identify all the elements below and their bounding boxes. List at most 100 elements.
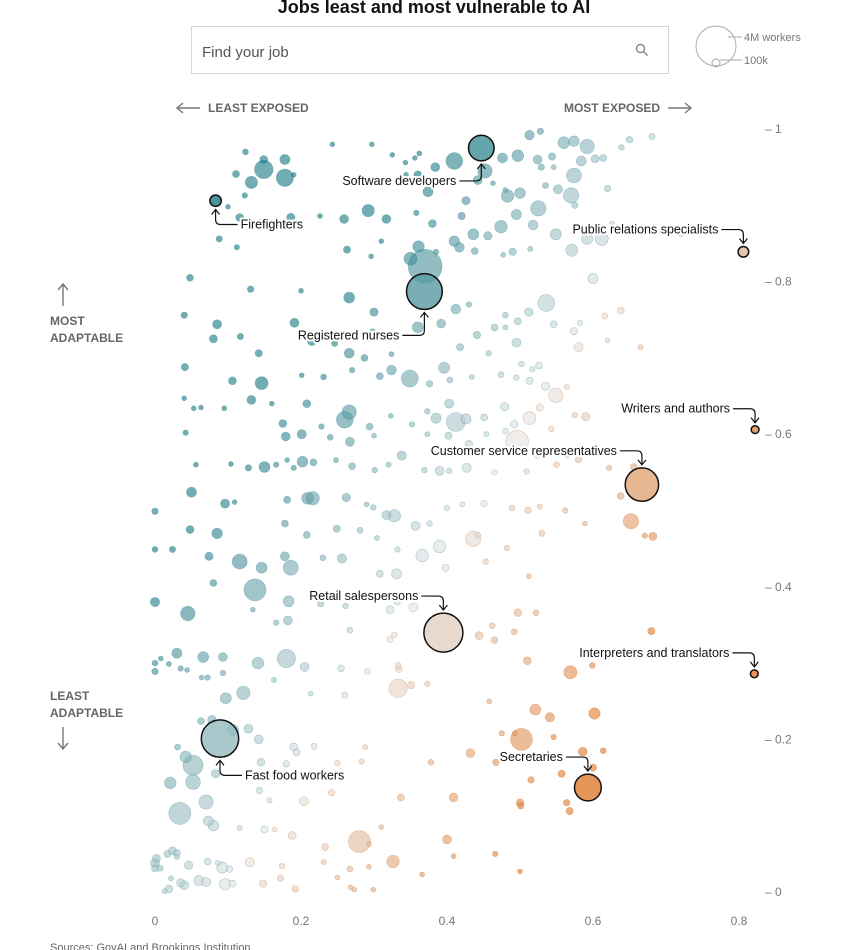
job-bubble[interactable] — [518, 360, 525, 368]
job-bubble[interactable] — [198, 404, 204, 411]
job-bubble[interactable] — [599, 747, 607, 755]
search-icon[interactable] — [635, 43, 649, 57]
job-bubble[interactable] — [637, 344, 644, 351]
job-bubble[interactable] — [448, 792, 459, 803]
job-bubble[interactable] — [373, 535, 380, 541]
job-bubble[interactable] — [385, 461, 392, 468]
job-bubble[interactable] — [182, 429, 189, 436]
job-bubble[interactable] — [403, 251, 418, 266]
job-bubble[interactable] — [260, 825, 269, 834]
job-bubble[interactable] — [292, 748, 301, 757]
job-bubble[interactable] — [368, 253, 374, 260]
job-bubble[interactable] — [582, 520, 588, 527]
job-bubble[interactable] — [525, 573, 532, 579]
job-bubble[interactable] — [164, 776, 177, 790]
job-bubble[interactable] — [524, 506, 532, 515]
job-bubble[interactable] — [503, 544, 511, 552]
job-bubble[interactable] — [368, 328, 377, 336]
job-bubble[interactable] — [284, 457, 290, 463]
job-bubble[interactable] — [370, 886, 377, 893]
job-bubble[interactable] — [271, 677, 277, 683]
job-bubble[interactable] — [151, 667, 159, 676]
job-bubble[interactable] — [218, 652, 228, 662]
job-bubble[interactable] — [498, 730, 505, 737]
job-bubble[interactable] — [318, 423, 325, 430]
job-bubble[interactable] — [575, 155, 587, 167]
job-bubble[interactable] — [513, 608, 522, 617]
job-bubble[interactable] — [276, 649, 296, 668]
job-bubble[interactable] — [296, 456, 309, 468]
job-bubble[interactable] — [244, 175, 258, 189]
job-bubble[interactable] — [219, 669, 226, 677]
job-bubble[interactable] — [203, 815, 214, 827]
job-bubble[interactable] — [524, 307, 534, 317]
job-bubble[interactable] — [204, 674, 211, 681]
job-bubble[interactable] — [578, 450, 585, 457]
job-bubble[interactable] — [150, 597, 161, 608]
job-bubble[interactable] — [433, 539, 447, 554]
job-bubble[interactable] — [402, 159, 409, 166]
job-bubble[interactable] — [255, 786, 264, 795]
job-bubble[interactable] — [397, 793, 405, 802]
job-bubble[interactable] — [577, 319, 583, 326]
job-bubble[interactable] — [360, 354, 369, 362]
job-bubble[interactable] — [400, 369, 419, 388]
job-bubble[interactable] — [537, 163, 545, 171]
job-bubble[interactable] — [571, 201, 579, 209]
job-bubble[interactable] — [228, 879, 237, 888]
job-bubble[interactable] — [394, 598, 401, 606]
job-bubble[interactable] — [151, 546, 159, 553]
job-bubble[interactable] — [565, 244, 579, 257]
job-bubble[interactable] — [492, 758, 500, 766]
job-bubble[interactable] — [180, 605, 196, 622]
job-bubble[interactable] — [408, 602, 419, 613]
job-bubble[interactable] — [491, 469, 498, 476]
job-bubble[interactable] — [522, 411, 537, 426]
job-bubble[interactable] — [243, 578, 267, 602]
job-bubble[interactable] — [279, 154, 291, 165]
job-bubble[interactable] — [436, 318, 447, 329]
job-bubble[interactable] — [220, 692, 232, 705]
job-bubble[interactable] — [349, 367, 356, 374]
job-bubble[interactable] — [523, 656, 532, 665]
job-bubble[interactable] — [242, 148, 249, 156]
job-bubble[interactable] — [563, 799, 571, 807]
job-bubble[interactable] — [282, 595, 295, 608]
job-bubble[interactable] — [490, 323, 499, 332]
job-bubble[interactable] — [527, 245, 534, 252]
job-bubble[interactable] — [253, 734, 264, 745]
job-bubble[interactable] — [517, 868, 523, 875]
job-bubble[interactable] — [461, 196, 471, 206]
highlight-bubble[interactable] — [467, 134, 495, 162]
job-bubble[interactable] — [317, 600, 325, 608]
job-bubble[interactable] — [348, 830, 371, 853]
job-bubble[interactable] — [511, 337, 522, 348]
job-bubble[interactable] — [197, 717, 205, 725]
job-bubble[interactable] — [266, 797, 273, 804]
job-bubble[interactable] — [497, 152, 508, 164]
job-bubble[interactable] — [472, 175, 483, 185]
job-bubble[interactable] — [603, 184, 612, 193]
job-bubble[interactable] — [424, 431, 431, 438]
job-bubble[interactable] — [410, 520, 421, 531]
job-bubble[interactable] — [530, 200, 547, 217]
job-bubble[interactable] — [283, 495, 291, 504]
job-bubble[interactable] — [388, 678, 408, 698]
job-bubble[interactable] — [389, 152, 396, 158]
job-bubble[interactable] — [185, 774, 201, 790]
job-bubble[interactable] — [151, 507, 159, 515]
job-bubble[interactable] — [412, 155, 418, 161]
job-bubble[interactable] — [321, 843, 329, 851]
job-bubble[interactable] — [527, 776, 535, 784]
job-bubble[interactable] — [258, 461, 271, 473]
job-bubble[interactable] — [235, 213, 244, 222]
job-bubble[interactable] — [502, 324, 509, 331]
job-bubble[interactable] — [636, 225, 642, 231]
job-bubble[interactable] — [375, 372, 384, 381]
job-bubble[interactable] — [505, 430, 529, 454]
job-bubble[interactable] — [177, 665, 184, 672]
job-bubble[interactable] — [280, 431, 291, 442]
job-bubble[interactable] — [648, 532, 658, 541]
job-bubble[interactable] — [256, 758, 266, 767]
